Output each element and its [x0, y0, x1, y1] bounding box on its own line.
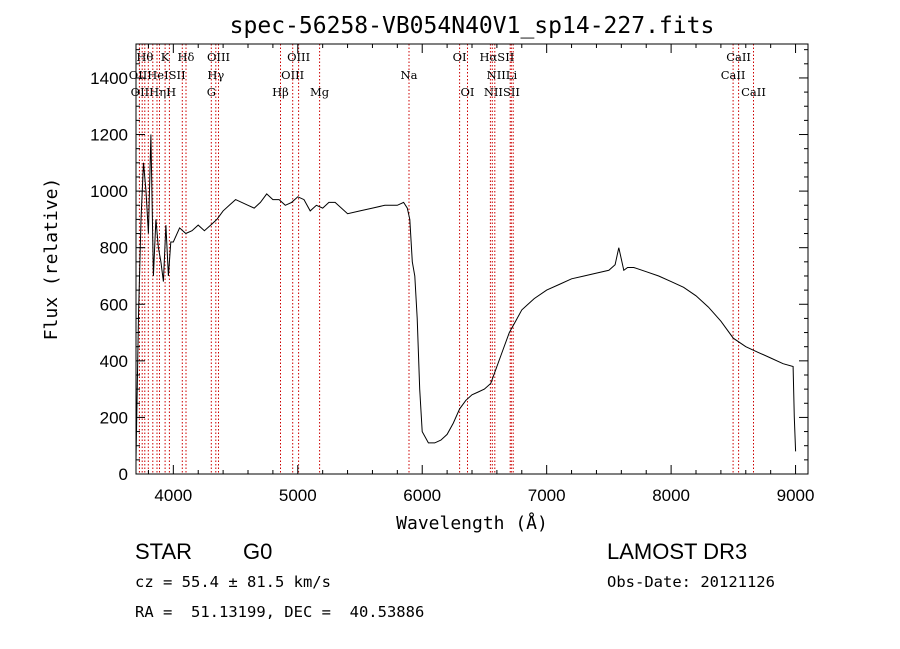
line-labels: Hθ K Hδ OIII OIII OI HαSII CaII OIIHeISII Hγ OIII N… — [129, 50, 766, 99]
line-label: OIIHηH — [131, 85, 176, 99]
object-subclass: G0 — [243, 539, 273, 564]
line-label: CaII — [741, 85, 766, 99]
line-label: CaII — [721, 68, 746, 82]
x-tick-label: 4000 — [154, 486, 192, 505]
y-tick-label: 1000 — [90, 182, 128, 201]
line-label: G — [207, 85, 216, 99]
y-tick-label: 600 — [100, 295, 128, 314]
line-label: OIIHeISII — [129, 68, 186, 82]
x-axis: 4000 5000 6000 7000 8000 9000 — [147, 44, 815, 505]
line-label: Na — [401, 68, 418, 82]
observation-date: Obs-Date: 20121126 — [607, 573, 775, 591]
object-class: STAR — [135, 539, 193, 564]
line-label: Hδ — [178, 50, 195, 64]
spectrum-series — [135, 134, 797, 460]
y-tick-label: 400 — [100, 352, 128, 371]
y-axis-label: Flux (relative) — [41, 178, 62, 341]
line-label: OI — [461, 85, 475, 99]
plot-frame — [135, 43, 809, 475]
line-label: CaII — [726, 50, 751, 64]
y-tick-label: 800 — [100, 239, 128, 258]
x-tick-label: 6000 — [403, 486, 441, 505]
line-label: K — [161, 50, 170, 64]
x-tick-label: 7000 — [528, 486, 566, 505]
line-label: HαSII — [480, 50, 515, 64]
x-axis-label: Wavelength (Å) — [396, 512, 548, 534]
x-tick-label: 9000 — [777, 486, 815, 505]
line-label: Hβ — [272, 85, 289, 99]
line-label: OIII — [207, 50, 230, 64]
line-label: Mg — [310, 85, 330, 99]
coordinates: RA = 51.13199, DEC = 40.53886 — [135, 603, 425, 621]
x-tick-label: 5000 — [279, 486, 317, 505]
y-tick-label: 1400 — [90, 69, 128, 88]
y-tick-label: 0 — [119, 465, 128, 484]
line-label: OIII — [281, 68, 304, 82]
line-label: NIISII — [484, 85, 520, 99]
chart-title: spec-56258-VB054N40V1_sp14-227.fits — [230, 13, 715, 39]
y-tick-label: 200 — [100, 408, 128, 427]
survey-name: LAMOST DR3 — [607, 539, 748, 564]
line-label: Hγ — [207, 68, 224, 82]
y-tick-label: 1200 — [90, 126, 128, 145]
redshift-velocity: cz = 55.4 ± 81.5 km/s — [135, 573, 331, 591]
y-axis: 0 200 400 600 800 1000 1200 1400 — [90, 49, 808, 484]
x-tick-label: 8000 — [652, 486, 690, 505]
line-label: OI — [453, 50, 467, 64]
line-label: NIILi — [487, 68, 518, 82]
line-markers — [138, 44, 754, 474]
line-label: Hθ — [136, 50, 153, 64]
line-label: OIII — [287, 50, 310, 64]
